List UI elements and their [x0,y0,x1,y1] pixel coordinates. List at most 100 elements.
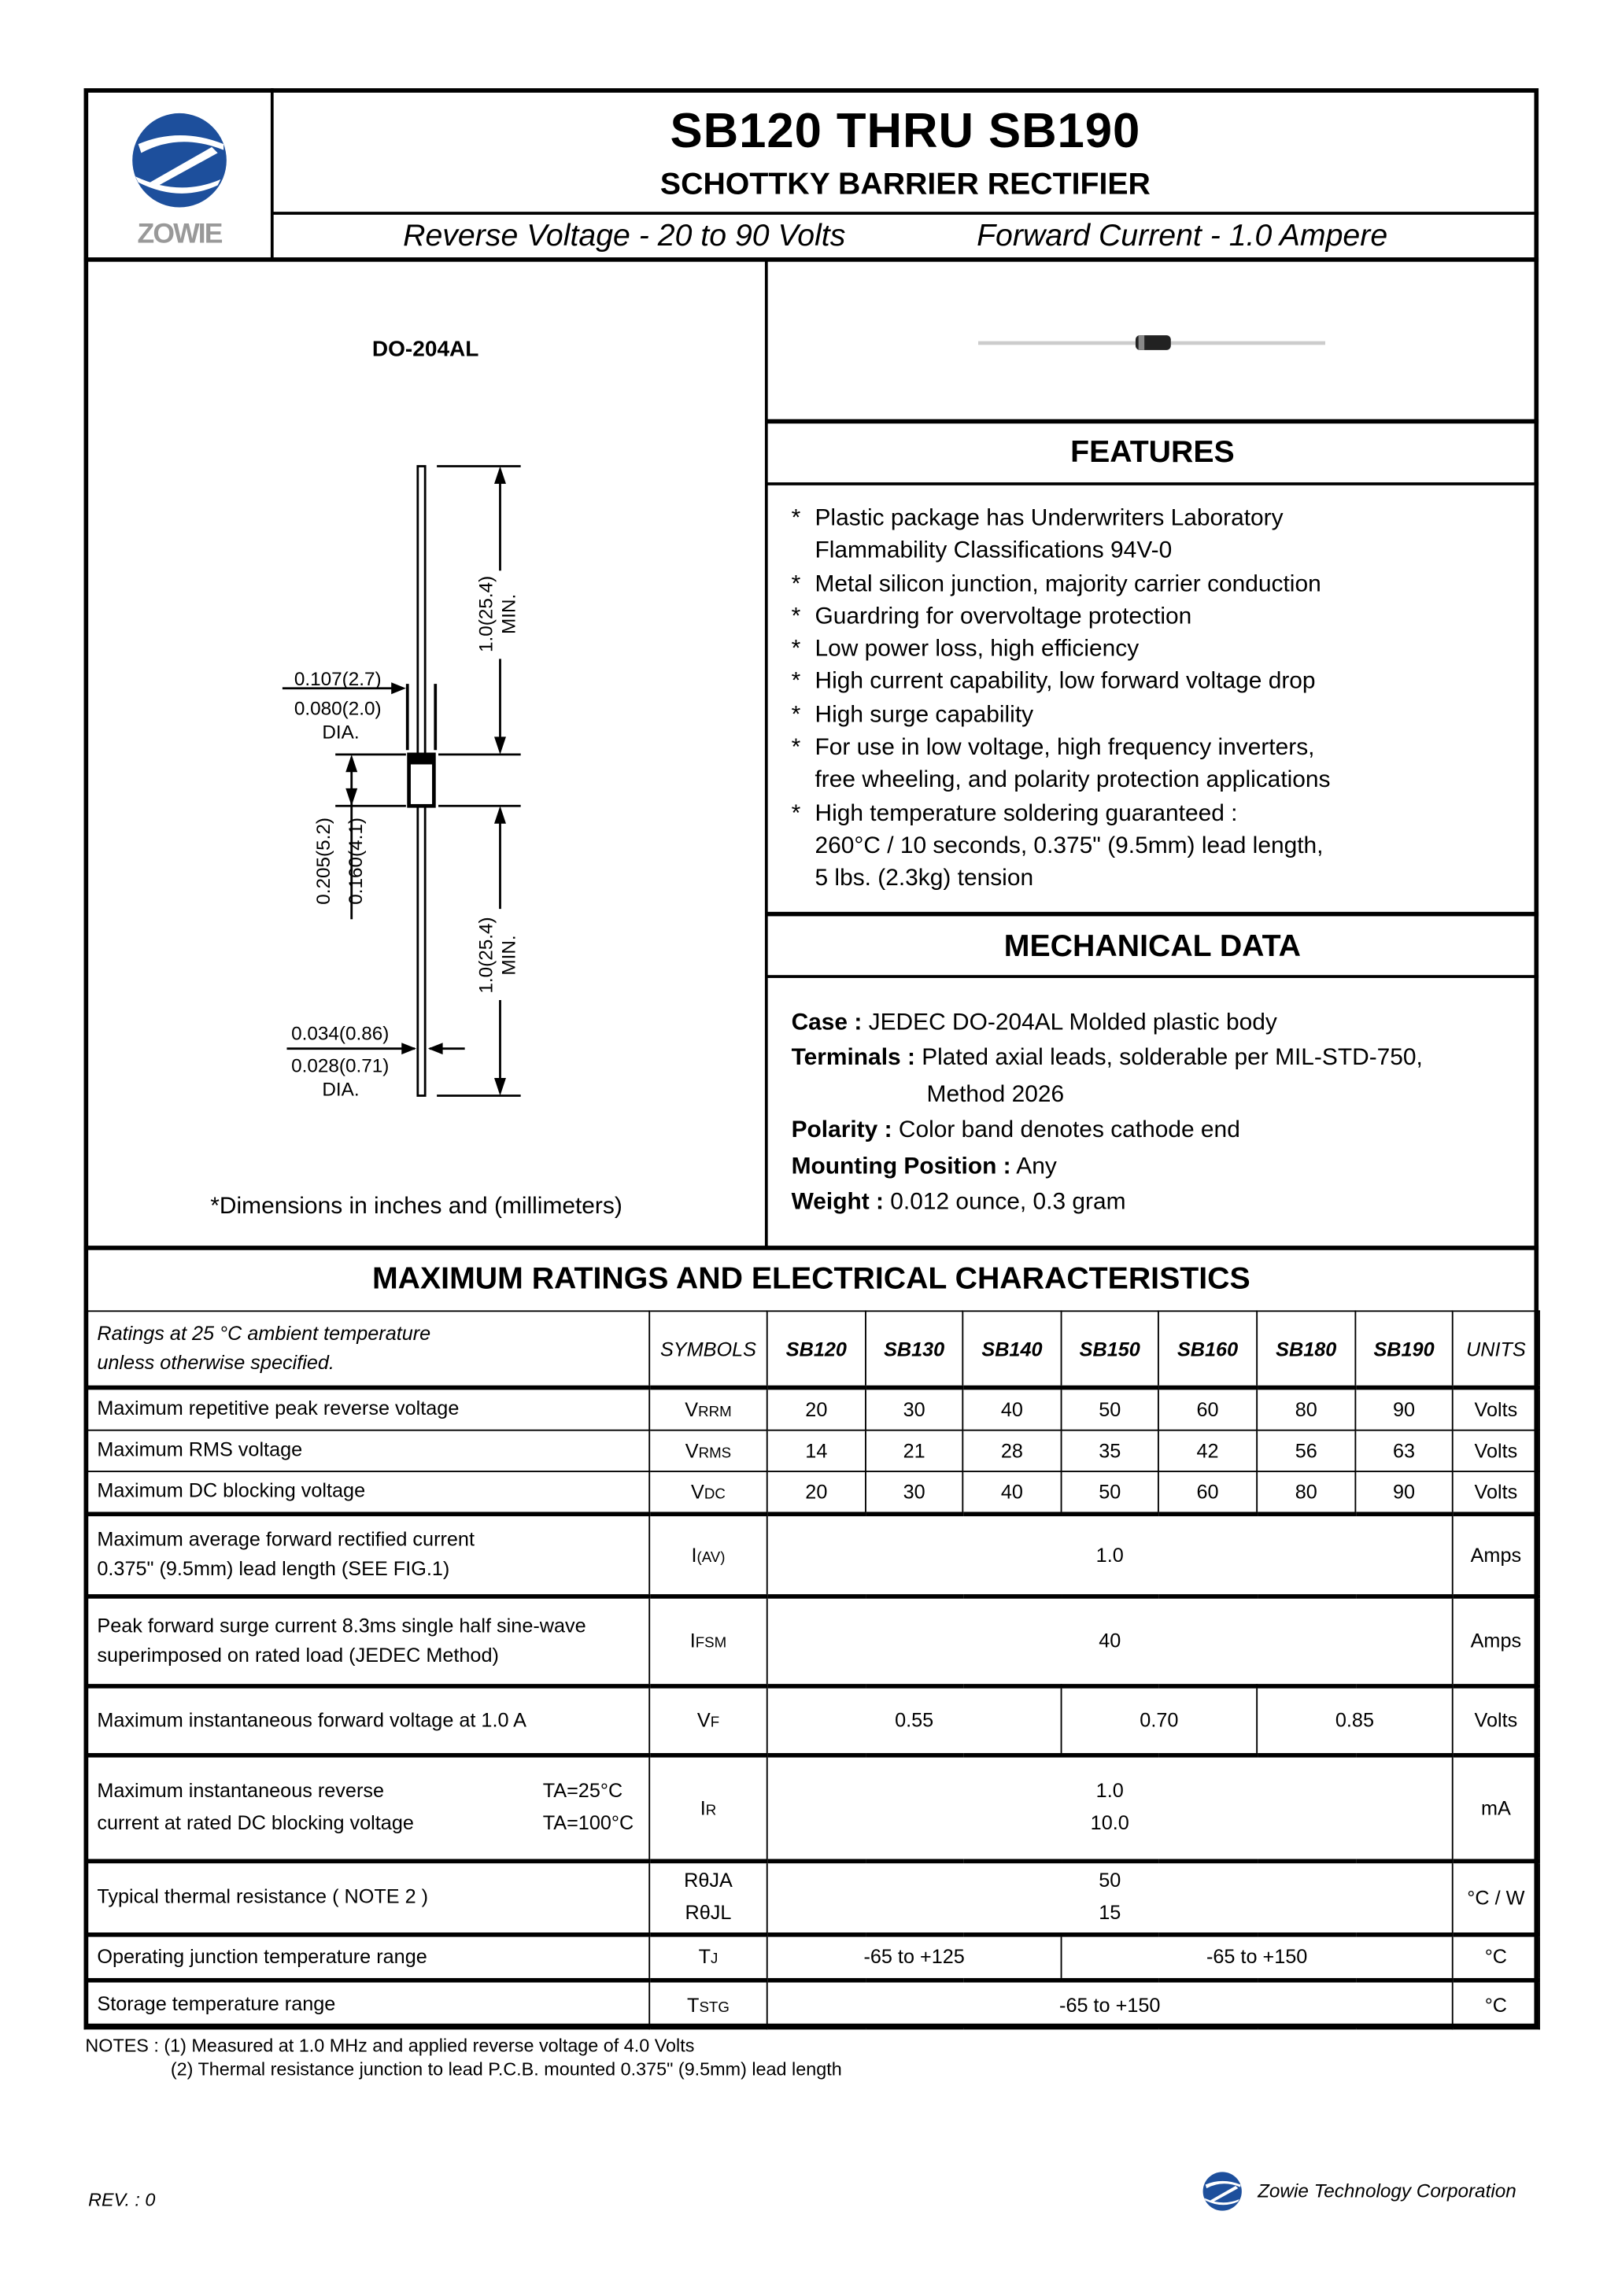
divider [766,911,1539,917]
row-desc: Maximum RMS voltage [83,1428,651,1472]
package-name: DO-204AL [371,337,479,362]
dim-lead-len-bottom: 1.0(25.4) [474,917,497,994]
table-row-vdc: Maximum DC blocking voltage VDC 20 30 40 50 60… [83,1471,1540,1516]
row-value: 21 [865,1428,964,1472]
ratings-table: Ratings at 25 °C ambient temperature unle… [83,1310,1540,2029]
divider [764,260,768,1249]
divider [270,88,274,260]
row-symbol: VRMS [648,1428,768,1472]
row-value: 60 [1157,1471,1258,1516]
table-frame [83,1310,1539,2028]
divider [83,257,1539,262]
revision: REV. : 0 [88,2190,156,2211]
feature-item: * High current capability, low forward vo… [792,667,1527,700]
symbols-header: SYMBOLS [648,1310,768,1390]
bullet-icon: * [791,604,801,629]
row-value: 80 [1256,1386,1357,1430]
part-header: SB190 [1354,1310,1454,1390]
feature-item: * Plastic package has Underwriters Labora… [792,503,1527,568]
row-value: 40 [766,1595,1454,1688]
feature-item: * High temperature soldering guaranteed :… [792,798,1527,896]
table-row-vf: Maximum instantaneous forward voltage at… [83,1685,1540,1757]
weight-line: Weight : 0.012 ounce, 0.3 gram [791,1190,1126,1215]
feature-text: 5 lbs. (2.3kg) tension [815,866,1034,892]
feature-text: free wheeling, and polarity protection a… [815,768,1331,794]
row-value: 42 [1157,1428,1258,1472]
feature-item: * For use in low voltage, high frequency … [792,733,1527,798]
row-unit: °C [1451,1932,1540,1982]
feature-item: * Low power loss, high efficiency [792,634,1527,667]
feature-text: High surge capability [815,703,1034,728]
features-heading: FEATURES [1070,435,1235,470]
note-1: NOTES : (1) Measured at 1.0 MHz and appl… [85,2035,695,2057]
row-desc: Maximum instantaneous forward voltage at… [83,1685,651,1757]
dim-lead-len-top: 1.0(25.4) [474,575,497,652]
row-desc: Typical thermal resistance ( NOTE 2 ) [83,1859,651,1936]
ratings-conditions: Ratings at 25 °C ambient temperature unle… [83,1310,651,1390]
row-value: 28 [962,1428,1062,1472]
terminals-line: Terminals : Plated axial leads, solderab… [791,1046,1423,1072]
row-value: 50 [1060,1471,1159,1516]
diode-photo [977,335,1326,350]
page-title: SB120 THRU SB190 [670,102,1141,157]
row-unit: Amps [1451,1512,1540,1598]
dim-lead-dia-max: 0.034(0.86) [291,1022,390,1045]
part-header: SB140 [962,1310,1062,1390]
row-desc: Peak forward surge current 8.3ms single … [83,1595,651,1688]
row-value: 0.85 [1256,1685,1454,1757]
feature-text: Low power loss, high efficiency [815,637,1140,663]
dia-label: DIA. [322,1078,360,1101]
table-row-rth: Typical thermal resistance ( NOTE 2 ) Rθ… [83,1859,1540,1936]
row-unit: °C [1451,1978,1540,2029]
table-row-iav: Maximum average forward rectified curren… [83,1512,1540,1598]
row-symbol: RθJA RθJL [648,1859,768,1936]
bullet-icon: * [791,735,801,761]
row-value: 63 [1354,1428,1454,1472]
row-desc: Maximum instantaneous reverse TA=25°C cur… [83,1753,651,1863]
mechanical-data: Case : JEDEC DO-204AL Molded plastic bod… [792,1006,1527,1221]
row-value: 56 [1256,1428,1357,1472]
feature-text: For use in low voltage, high frequency i… [815,735,1315,761]
zowie-footer-logo-icon [1202,2172,1242,2211]
feature-item: * Guardring for overvoltage protection [792,601,1527,634]
part-header: SB150 [1060,1310,1159,1390]
company-name: Zowie Technology Corporation [1258,2180,1516,2202]
feature-text: Guardring for overvoltage protection [815,604,1192,629]
bullet-icon: * [791,670,801,696]
features-list: * Plastic package has Underwriters Labora… [792,503,1527,896]
row-value: 80 [1256,1471,1357,1516]
dim-body-len-min: 0.160(4.1) [344,817,367,905]
row-desc: Maximum DC blocking voltage [83,1471,651,1516]
units-header: UNITS [1451,1310,1540,1390]
min-label-bottom: MIN. [497,935,520,976]
table-row-tstg: Storage temperature range TSTG -65 to +1… [83,1978,1540,2029]
table-header-row: Ratings at 25 °C ambient temperature unle… [83,1310,1540,1390]
bullet-icon: * [791,801,801,826]
row-value: 14 [766,1428,866,1472]
dimensions-footnote: *Dimensions in inches and (millimeters) [210,1194,622,1220]
feature-item: * Metal silicon junction, majority carrie… [792,569,1527,602]
table-row-ifsm: Peak forward surge current 8.3ms single … [83,1595,1540,1688]
reverse-voltage: Reverse Voltage - 20 to 90 Volts [403,219,846,253]
row-value: -65 to +150 [1060,1932,1454,1982]
page-subtitle: SCHOTTKY BARRIER RECTIFIER [659,168,1151,202]
feature-text: Flammability Classifications 94V-0 [815,538,1173,564]
row-symbol: VRRM [648,1386,768,1430]
dim-body-dia-min: 0.080(2.0) [294,696,382,719]
row-unit: Volts [1451,1386,1540,1430]
case-line: Case : JEDEC DO-204AL Molded plastic bod… [791,1010,1277,1035]
divider [83,1246,1539,1250]
bullet-icon: * [791,505,801,531]
bullet-icon: * [791,703,801,728]
row-unit: °C / W [1451,1859,1540,1936]
bullet-icon: * [791,637,801,663]
divider [766,419,1539,424]
zowie-logo-icon [132,113,227,208]
row-value: -65 to +150 [766,1978,1454,2029]
table-row-vrms: Maximum RMS voltage VRMS 14 21 28 35 42 56 63 Vol… [83,1428,1540,1472]
feature-item: * High surge capability [792,700,1527,733]
divider [766,975,1539,978]
row-symbol: I(AV) [648,1512,768,1598]
row-value: 0.55 [766,1685,1062,1757]
row-symbol: TJ [648,1932,768,1982]
